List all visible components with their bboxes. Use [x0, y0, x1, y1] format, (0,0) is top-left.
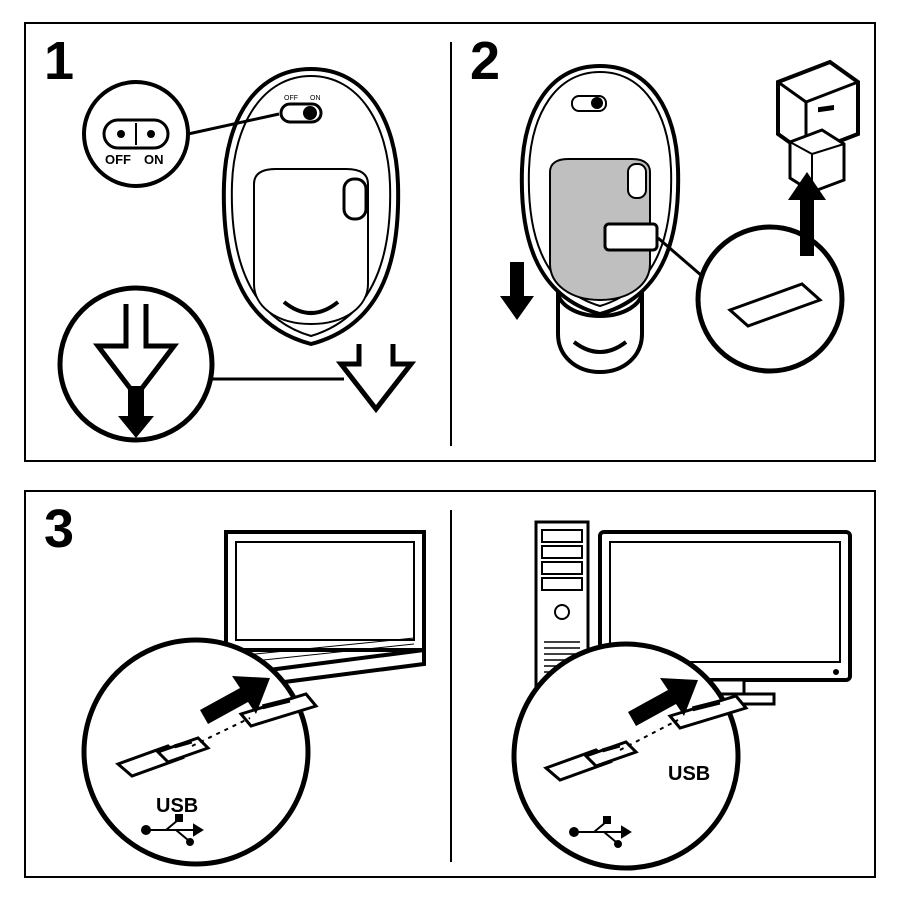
panel-top: 1 OFF ON — [24, 22, 876, 462]
usb-label-left: USB — [156, 795, 198, 817]
usb-receiver-icon — [778, 62, 858, 192]
step-1-drawing: OFF ON OFF ON — [26, 24, 450, 464]
step-2-drawing — [450, 24, 878, 464]
down-arrow-icon — [500, 262, 534, 320]
instruction-diagram: 1 OFF ON — [0, 0, 900, 900]
on-label: ON — [144, 152, 164, 167]
panel-bottom: 3 — [24, 490, 876, 878]
switch-callout-icon: OFF ON — [84, 82, 188, 186]
mouse-open-icon — [522, 66, 678, 372]
arrow-callout-icon — [60, 288, 212, 440]
svg-text:OFF: OFF — [284, 95, 298, 102]
off-label: OFF — [105, 152, 131, 167]
cover-arrow-icon — [341, 344, 411, 409]
receiver-callout-icon — [698, 227, 842, 371]
usb-label-right: USB — [668, 763, 710, 785]
svg-text:ON: ON — [310, 95, 321, 102]
step-3-left-drawing: USB — [26, 492, 450, 880]
step-3-right-drawing: USB — [450, 492, 878, 880]
